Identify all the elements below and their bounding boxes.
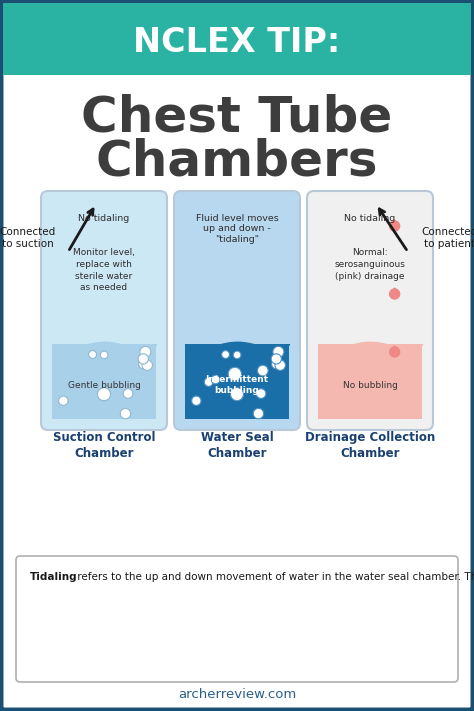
Circle shape bbox=[253, 408, 264, 419]
Circle shape bbox=[89, 351, 97, 358]
Text: Normal:
serosanguinous
(pink) drainage: Normal: serosanguinous (pink) drainage bbox=[335, 248, 405, 281]
FancyBboxPatch shape bbox=[318, 344, 422, 419]
Text: refers to the up and down movement of water in the water seal chamber. The water: refers to the up and down movement of wa… bbox=[74, 572, 474, 582]
FancyBboxPatch shape bbox=[3, 3, 471, 75]
Text: Chest Tube: Chest Tube bbox=[82, 94, 392, 142]
Text: NCLEX TIP:: NCLEX TIP: bbox=[133, 26, 341, 58]
Circle shape bbox=[100, 351, 108, 359]
Polygon shape bbox=[390, 347, 400, 357]
Circle shape bbox=[273, 346, 284, 358]
Circle shape bbox=[138, 359, 148, 369]
Circle shape bbox=[230, 387, 244, 401]
Circle shape bbox=[228, 368, 242, 380]
Text: Connected
to suction: Connected to suction bbox=[0, 228, 56, 249]
Text: Drainage Collection
Chamber: Drainage Collection Chamber bbox=[305, 431, 435, 460]
Circle shape bbox=[98, 387, 110, 401]
Text: No tidaling: No tidaling bbox=[78, 214, 129, 223]
FancyBboxPatch shape bbox=[174, 191, 300, 430]
Circle shape bbox=[272, 359, 281, 369]
FancyBboxPatch shape bbox=[185, 344, 289, 419]
Text: Tidaling: Tidaling bbox=[30, 572, 78, 582]
Text: archerreview.com: archerreview.com bbox=[178, 688, 296, 702]
Circle shape bbox=[275, 360, 285, 370]
Circle shape bbox=[211, 375, 220, 384]
Text: Connected
to patient: Connected to patient bbox=[422, 228, 474, 249]
FancyBboxPatch shape bbox=[52, 344, 156, 419]
Text: Suction Control
Chamber: Suction Control Chamber bbox=[53, 431, 155, 460]
FancyBboxPatch shape bbox=[307, 191, 433, 430]
Circle shape bbox=[140, 346, 151, 358]
Circle shape bbox=[257, 365, 268, 376]
Circle shape bbox=[233, 351, 241, 359]
Text: No tidaling: No tidaling bbox=[345, 214, 396, 223]
Text: Monitor level,
replace with
sterile water
as needed: Monitor level, replace with sterile wate… bbox=[73, 248, 135, 292]
Circle shape bbox=[222, 351, 229, 358]
Text: No bubbling: No bubbling bbox=[343, 380, 397, 390]
Circle shape bbox=[138, 354, 148, 364]
Polygon shape bbox=[390, 346, 400, 353]
Text: Fluid level moves
up and down -
"tidaling": Fluid level moves up and down - "tidalin… bbox=[196, 214, 278, 244]
Circle shape bbox=[120, 408, 131, 419]
Polygon shape bbox=[390, 221, 400, 231]
Circle shape bbox=[256, 389, 266, 398]
Text: Intermittent
bubbling: Intermittent bubbling bbox=[205, 375, 269, 395]
Text: Water Seal
Chamber: Water Seal Chamber bbox=[201, 431, 273, 460]
Text: Gentle bubbling: Gentle bubbling bbox=[68, 380, 140, 390]
Circle shape bbox=[142, 360, 153, 370]
FancyBboxPatch shape bbox=[41, 191, 167, 430]
Text: Chambers: Chambers bbox=[96, 138, 378, 186]
Circle shape bbox=[204, 378, 213, 386]
Polygon shape bbox=[390, 220, 400, 227]
Circle shape bbox=[271, 354, 282, 364]
Circle shape bbox=[59, 396, 68, 405]
Circle shape bbox=[191, 396, 201, 405]
Circle shape bbox=[123, 389, 133, 398]
FancyBboxPatch shape bbox=[16, 556, 458, 682]
Polygon shape bbox=[390, 289, 400, 299]
Polygon shape bbox=[390, 288, 400, 295]
